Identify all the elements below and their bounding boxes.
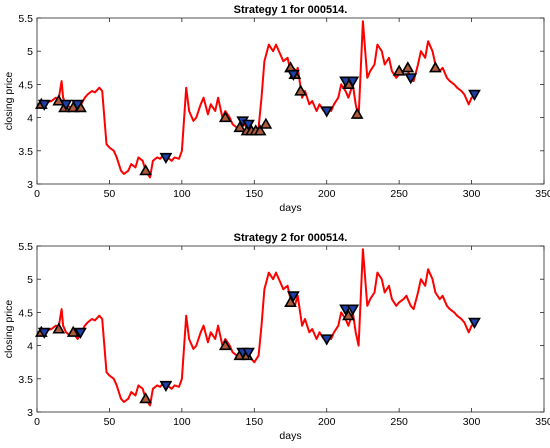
buy-marker: [428, 61, 442, 73]
y-tick-label: 3: [27, 179, 33, 191]
x-tick-label: 200: [318, 416, 336, 428]
sell-marker: [159, 152, 173, 165]
sell-marker: [71, 99, 84, 111]
y-tick-label: 4.5: [18, 79, 33, 91]
y-axis-label: closing price: [3, 300, 15, 359]
plot-area: [36, 17, 545, 185]
x-tick-label: 200: [318, 188, 336, 200]
sell-marker: [320, 106, 334, 118]
x-tick-label: 250: [390, 188, 408, 200]
buy-marker: [253, 124, 267, 136]
y-tick-label: 5.5: [18, 241, 33, 253]
y-tick-label: 4: [27, 341, 33, 353]
plot-area: [36, 245, 545, 413]
buy-marker: [350, 107, 364, 119]
x-tick-label: 150: [246, 416, 264, 428]
y-axis-label: closing price: [3, 72, 15, 131]
x-tick-label: 300: [463, 416, 481, 428]
x-axis-label: days: [279, 202, 301, 214]
sell-marker: [339, 304, 352, 316]
y-tick-label: 4.5: [18, 307, 33, 319]
x-tick-label: 250: [390, 416, 408, 428]
x-tick-label: 50: [104, 188, 116, 200]
sell-marker: [74, 327, 87, 339]
sell-marker: [37, 327, 51, 339]
y-tick-label: 5: [27, 274, 33, 286]
buy-marker: [139, 392, 153, 404]
buy-marker: [392, 64, 406, 76]
chart-title: Strategy 2 for 000514.: [234, 232, 348, 244]
buy-marker: [401, 61, 415, 73]
buy-marker: [139, 164, 153, 176]
x-tick-label: 0: [34, 188, 40, 200]
y-tick-label: 3.5: [18, 374, 33, 386]
sell-marker: [346, 304, 360, 316]
x-tick-label: 150: [246, 188, 264, 200]
sell-marker: [346, 76, 360, 88]
x-tick-label: 300: [463, 188, 481, 200]
y-tick-label: 3.5: [18, 146, 33, 158]
x-tick-label: 50: [104, 416, 116, 428]
sell-marker: [242, 119, 255, 131]
sell-marker: [468, 89, 481, 101]
buy-marker: [342, 309, 355, 321]
buy-marker: [259, 117, 273, 129]
sell-marker: [404, 73, 418, 85]
y-tick-label: 3: [27, 407, 33, 419]
buy-marker: [284, 295, 297, 307]
sell-marker: [37, 99, 51, 111]
buy-marker: [66, 325, 80, 337]
x-tick-label: 100: [173, 188, 191, 200]
x-axis-label: days: [279, 430, 301, 442]
sell-marker: [320, 334, 334, 346]
x-tick-label: 350: [535, 188, 550, 200]
y-tick-label: 5: [27, 46, 33, 58]
price-line-1: [36, 248, 477, 407]
buy-marker: [218, 338, 232, 351]
y-tick-label: 5.5: [18, 13, 33, 25]
sell-marker: [339, 76, 352, 88]
sell-marker: [287, 291, 300, 303]
buy-marker: [52, 322, 66, 334]
sell-marker: [468, 317, 481, 329]
x-tick-label: 0: [34, 416, 40, 428]
chart-panel-2: Strategy 2 for 000514. 0 50 100 150 200 250 300…: [3, 232, 550, 442]
chart-panel-1: Strategy 1 for 000514. 0 50 100 150 200 250 300…: [3, 4, 550, 214]
x-tick-label: 350: [535, 416, 550, 428]
buy-marker: [218, 110, 232, 123]
sell-marker: [159, 380, 173, 393]
price-line-1: [36, 20, 477, 179]
chart-title: Strategy 1 for 000514.: [234, 4, 348, 16]
sell-marker: [242, 347, 255, 359]
sell-marker: [59, 99, 73, 111]
y-tick-label: 4: [27, 113, 33, 125]
buy-marker: [294, 84, 308, 96]
buy-marker: [233, 120, 247, 133]
x-tick-label: 100: [173, 416, 191, 428]
sell-marker: [287, 69, 300, 82]
